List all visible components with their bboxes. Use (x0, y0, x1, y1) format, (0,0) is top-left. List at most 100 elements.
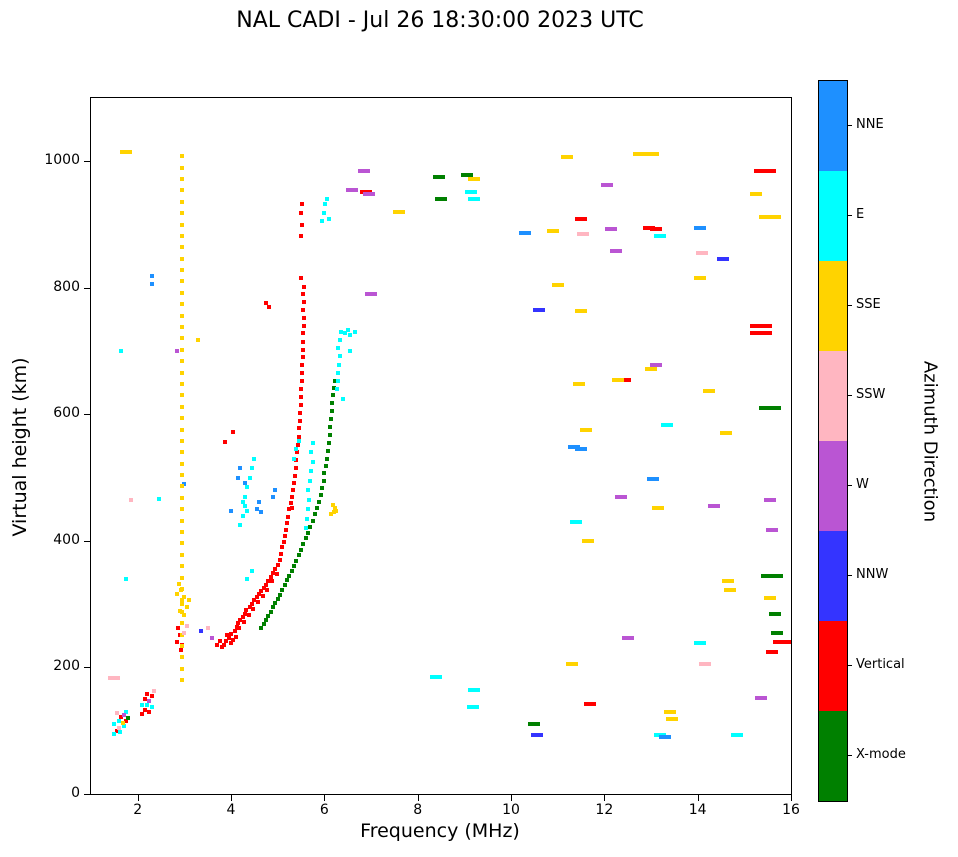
colorbar-tick (848, 395, 852, 396)
echo-point-ssw (184, 624, 189, 629)
echo-point-e (310, 440, 315, 445)
echo-point-e (240, 513, 245, 518)
echo-point-vertical (288, 500, 293, 505)
echo-point-vertical (119, 715, 124, 720)
echo-point-w (362, 192, 375, 197)
echo-point-e (117, 729, 122, 734)
echo-point-sse (180, 290, 184, 295)
colorbar-tick (848, 125, 852, 126)
echo-point-e (145, 703, 149, 708)
echo-point-sse (393, 209, 405, 214)
echo-point-x-mode (278, 592, 282, 597)
x-tick-label: 6 (319, 802, 329, 818)
echo-point-x-mode (330, 393, 335, 398)
echo-point-x-mode (329, 409, 334, 414)
echo-point-x-mode (275, 597, 280, 602)
echo-point-x-mode (310, 518, 315, 523)
echo-point-vertical (215, 642, 219, 647)
echo-point-vertical (754, 168, 777, 173)
echo-point-e (324, 197, 329, 202)
echo-point-ssw (577, 232, 590, 237)
echo-point-vertical (299, 276, 303, 281)
echo-point-sse (180, 643, 184, 648)
echo-point-e (336, 379, 341, 384)
echo-point-ssw (696, 251, 709, 256)
echo-point-x-mode (771, 630, 783, 635)
echo-point-w (358, 168, 370, 173)
echo-point-vertical (222, 440, 227, 445)
colorbar-tick (848, 665, 852, 666)
echo-point-e (341, 396, 345, 401)
echo-point-sse (759, 214, 781, 219)
echo-point-sse (177, 608, 182, 613)
echo-point-vertical (229, 631, 233, 636)
echo-point-sse (551, 282, 564, 287)
echo-point-x-mode (316, 499, 321, 504)
colorbar-category-label: NNE (856, 117, 884, 132)
echo-point-vertical (642, 225, 655, 230)
colorbar-tick (848, 575, 852, 576)
echo-point-vertical (114, 728, 119, 733)
echo-point-sse (330, 503, 335, 508)
echo-point-e (345, 328, 350, 333)
echo-point-e (243, 504, 247, 509)
x-tick-label: 4 (226, 802, 236, 818)
echo-point-e (112, 731, 117, 736)
echo-point-vertical (275, 562, 280, 567)
echo-point-x-mode (303, 536, 308, 541)
echo-point-nne (568, 445, 580, 450)
echo-point-e (140, 703, 145, 708)
echo-point-vertical (300, 347, 305, 352)
echo-point-x-mode (306, 530, 310, 535)
echo-point-sse (694, 276, 706, 281)
echo-point-vertical (225, 632, 230, 637)
echo-point-sse (182, 594, 187, 599)
y-tick-label: 0 (71, 785, 80, 801)
echo-point-nnw (533, 307, 545, 312)
echo-point-vertical (266, 304, 271, 309)
echo-point-vertical (234, 624, 239, 629)
echo-point-w (766, 527, 779, 532)
echo-point-e (303, 526, 308, 531)
echo-point-sse (575, 309, 587, 314)
echo-point-sse (565, 662, 578, 667)
echo-point-x-mode (323, 464, 328, 469)
echo-point-sse (180, 268, 184, 273)
echo-point-vertical (231, 430, 236, 435)
echo-point-w (121, 712, 126, 717)
echo-point-vertical (299, 387, 304, 392)
y-tick (84, 414, 90, 416)
echo-point-e (348, 349, 352, 354)
echo-point-e (292, 456, 296, 461)
colorbar-tick (848, 215, 852, 216)
y-tick-label: 600 (53, 405, 80, 422)
echo-point-nne (575, 447, 587, 452)
echo-point-sse (663, 709, 676, 714)
echo-point-vertical (254, 595, 259, 600)
echo-point-nne (519, 230, 531, 235)
echo-point-e (252, 456, 257, 461)
echo-point-sse (180, 632, 184, 637)
echo-point-ssw (698, 662, 711, 667)
echo-point-x-mode (287, 573, 292, 578)
echo-point-x-mode (308, 524, 313, 529)
echo-point-vertical (264, 582, 268, 587)
x-tick (137, 795, 139, 801)
x-tick (417, 795, 419, 801)
echo-point-x-mode (313, 512, 317, 517)
echo-point-sse (180, 404, 184, 409)
echo-point-e (466, 704, 479, 709)
echo-point-sse (180, 336, 184, 341)
echo-point-sse (652, 506, 664, 510)
echo-point-sse (180, 427, 184, 432)
echo-point-w (365, 292, 377, 297)
echo-point-vertical (231, 637, 236, 642)
y-tick-label: 200 (53, 658, 80, 675)
echo-point-sse (180, 495, 184, 500)
echo-point-nne (182, 481, 187, 486)
echo-point-e (465, 189, 478, 194)
colorbar-tick (848, 305, 852, 306)
echo-point-vertical (299, 211, 303, 216)
echo-point-sse (180, 450, 184, 455)
x-tick-label: 8 (413, 802, 423, 818)
